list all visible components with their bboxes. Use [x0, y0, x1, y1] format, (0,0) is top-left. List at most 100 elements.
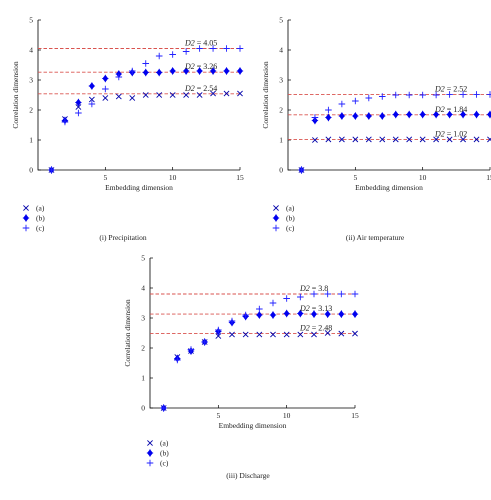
data-point — [102, 74, 109, 83]
data-point — [115, 73, 123, 81]
y-tick-label: 0 — [141, 404, 145, 413]
data-point — [324, 290, 331, 298]
data-point — [312, 137, 318, 143]
data-point — [215, 333, 222, 339]
y-tick-label: 1 — [141, 374, 145, 383]
data-point — [210, 90, 216, 97]
data-point — [473, 136, 480, 143]
data-point — [182, 48, 190, 55]
data-point — [325, 106, 332, 114]
data-point — [223, 45, 230, 52]
data-point — [473, 110, 480, 119]
data-point — [432, 91, 440, 99]
data-point — [446, 136, 453, 143]
data-point — [169, 51, 176, 58]
legend-label: (b) — [286, 214, 295, 223]
y-axis-label: Correlation dimension — [123, 299, 132, 367]
data-point — [325, 113, 332, 122]
data-point — [283, 331, 290, 338]
d2-annotation: D2 = 1.84 — [434, 105, 467, 114]
x-tick-label: 5 — [216, 411, 220, 420]
data-point — [256, 311, 263, 319]
y-tick-label: 4 — [141, 284, 145, 293]
data-point — [297, 293, 304, 301]
y-tick-label: 5 — [279, 16, 283, 25]
data-point — [169, 92, 176, 98]
legend-marker — [272, 214, 280, 222]
data-point — [270, 331, 276, 338]
x-tick-label: 15 — [486, 173, 491, 182]
x-axis-label: Embedding dimension — [355, 183, 423, 192]
data-point — [379, 112, 386, 120]
data-point — [338, 136, 345, 143]
legend: (a)(b)(c) — [272, 204, 295, 233]
y-axis-label: Correlation dimension — [11, 61, 20, 129]
legend-label: (a) — [36, 204, 45, 213]
data-point — [283, 309, 290, 318]
y-tick-label: 2 — [279, 106, 283, 115]
data-point — [406, 136, 413, 143]
data-point — [102, 85, 109, 93]
data-point — [215, 326, 222, 334]
x-tick-label: 10 — [283, 411, 291, 420]
data-point — [256, 331, 263, 338]
x-axis-label: Embedding dimension — [219, 421, 287, 430]
data-point — [156, 92, 163, 98]
data-point — [324, 330, 331, 336]
legend-label: (c) — [286, 224, 295, 233]
data-point — [174, 356, 181, 364]
data-point — [433, 136, 440, 143]
legend-marker — [22, 224, 30, 232]
data-point — [310, 290, 318, 298]
x-tick-label: 10 — [419, 173, 427, 182]
data-point — [311, 114, 319, 121]
data-point — [142, 68, 149, 77]
data-point — [324, 310, 331, 318]
y-tick-label: 2 — [29, 106, 33, 115]
data-point — [365, 136, 372, 143]
d2-annotation: D2 = 4.05 — [184, 39, 217, 48]
data-point — [378, 93, 386, 100]
d2-annotation: D2 = 1.02 — [434, 129, 467, 138]
legend: (a)(b)(c) — [22, 204, 45, 233]
y-axis-label: Correlation dimension — [261, 61, 270, 129]
data-point — [269, 299, 277, 307]
data-point — [486, 91, 491, 98]
d2-annotation: D2 = 3.13 — [299, 304, 332, 313]
data-point — [419, 91, 426, 99]
data-point — [298, 166, 305, 174]
data-point — [487, 136, 491, 143]
data-point — [351, 290, 359, 298]
chart-panel-2: 0 1 2 3 4 5 5 10 15 Embedding dimension Correlatio… — [261, 16, 491, 242]
legend-marker — [146, 459, 154, 467]
d2-annotation: D2 = 3.26 — [184, 62, 217, 71]
data-point — [88, 96, 95, 103]
data-point — [242, 331, 249, 338]
data-point — [128, 67, 136, 75]
data-point — [297, 331, 304, 338]
data-point — [156, 68, 163, 77]
data-point — [351, 310, 359, 318]
data-point — [460, 136, 466, 143]
data-point — [338, 290, 345, 298]
legend-marker — [23, 205, 29, 211]
y-tick-label: 1 — [279, 136, 283, 145]
data-point — [237, 90, 243, 97]
legend-marker — [272, 224, 280, 232]
data-point — [48, 166, 55, 174]
legend: (a)(b)(c) — [146, 439, 169, 468]
y-tick-label: 0 — [279, 166, 283, 175]
data-point — [61, 118, 69, 126]
x-tick-label: 15 — [236, 173, 244, 182]
y-tick-label: 5 — [29, 16, 33, 25]
legend-marker — [273, 205, 279, 211]
y-tick-label: 3 — [29, 76, 33, 85]
data-point — [338, 330, 345, 337]
data-point — [88, 100, 96, 108]
panel-caption: (ii) Air temperature — [346, 233, 405, 242]
data-point — [432, 110, 440, 119]
y-tick-label: 4 — [279, 46, 283, 55]
data-point — [182, 67, 190, 75]
data-point — [406, 110, 413, 119]
y-tick-label: 3 — [141, 314, 145, 323]
